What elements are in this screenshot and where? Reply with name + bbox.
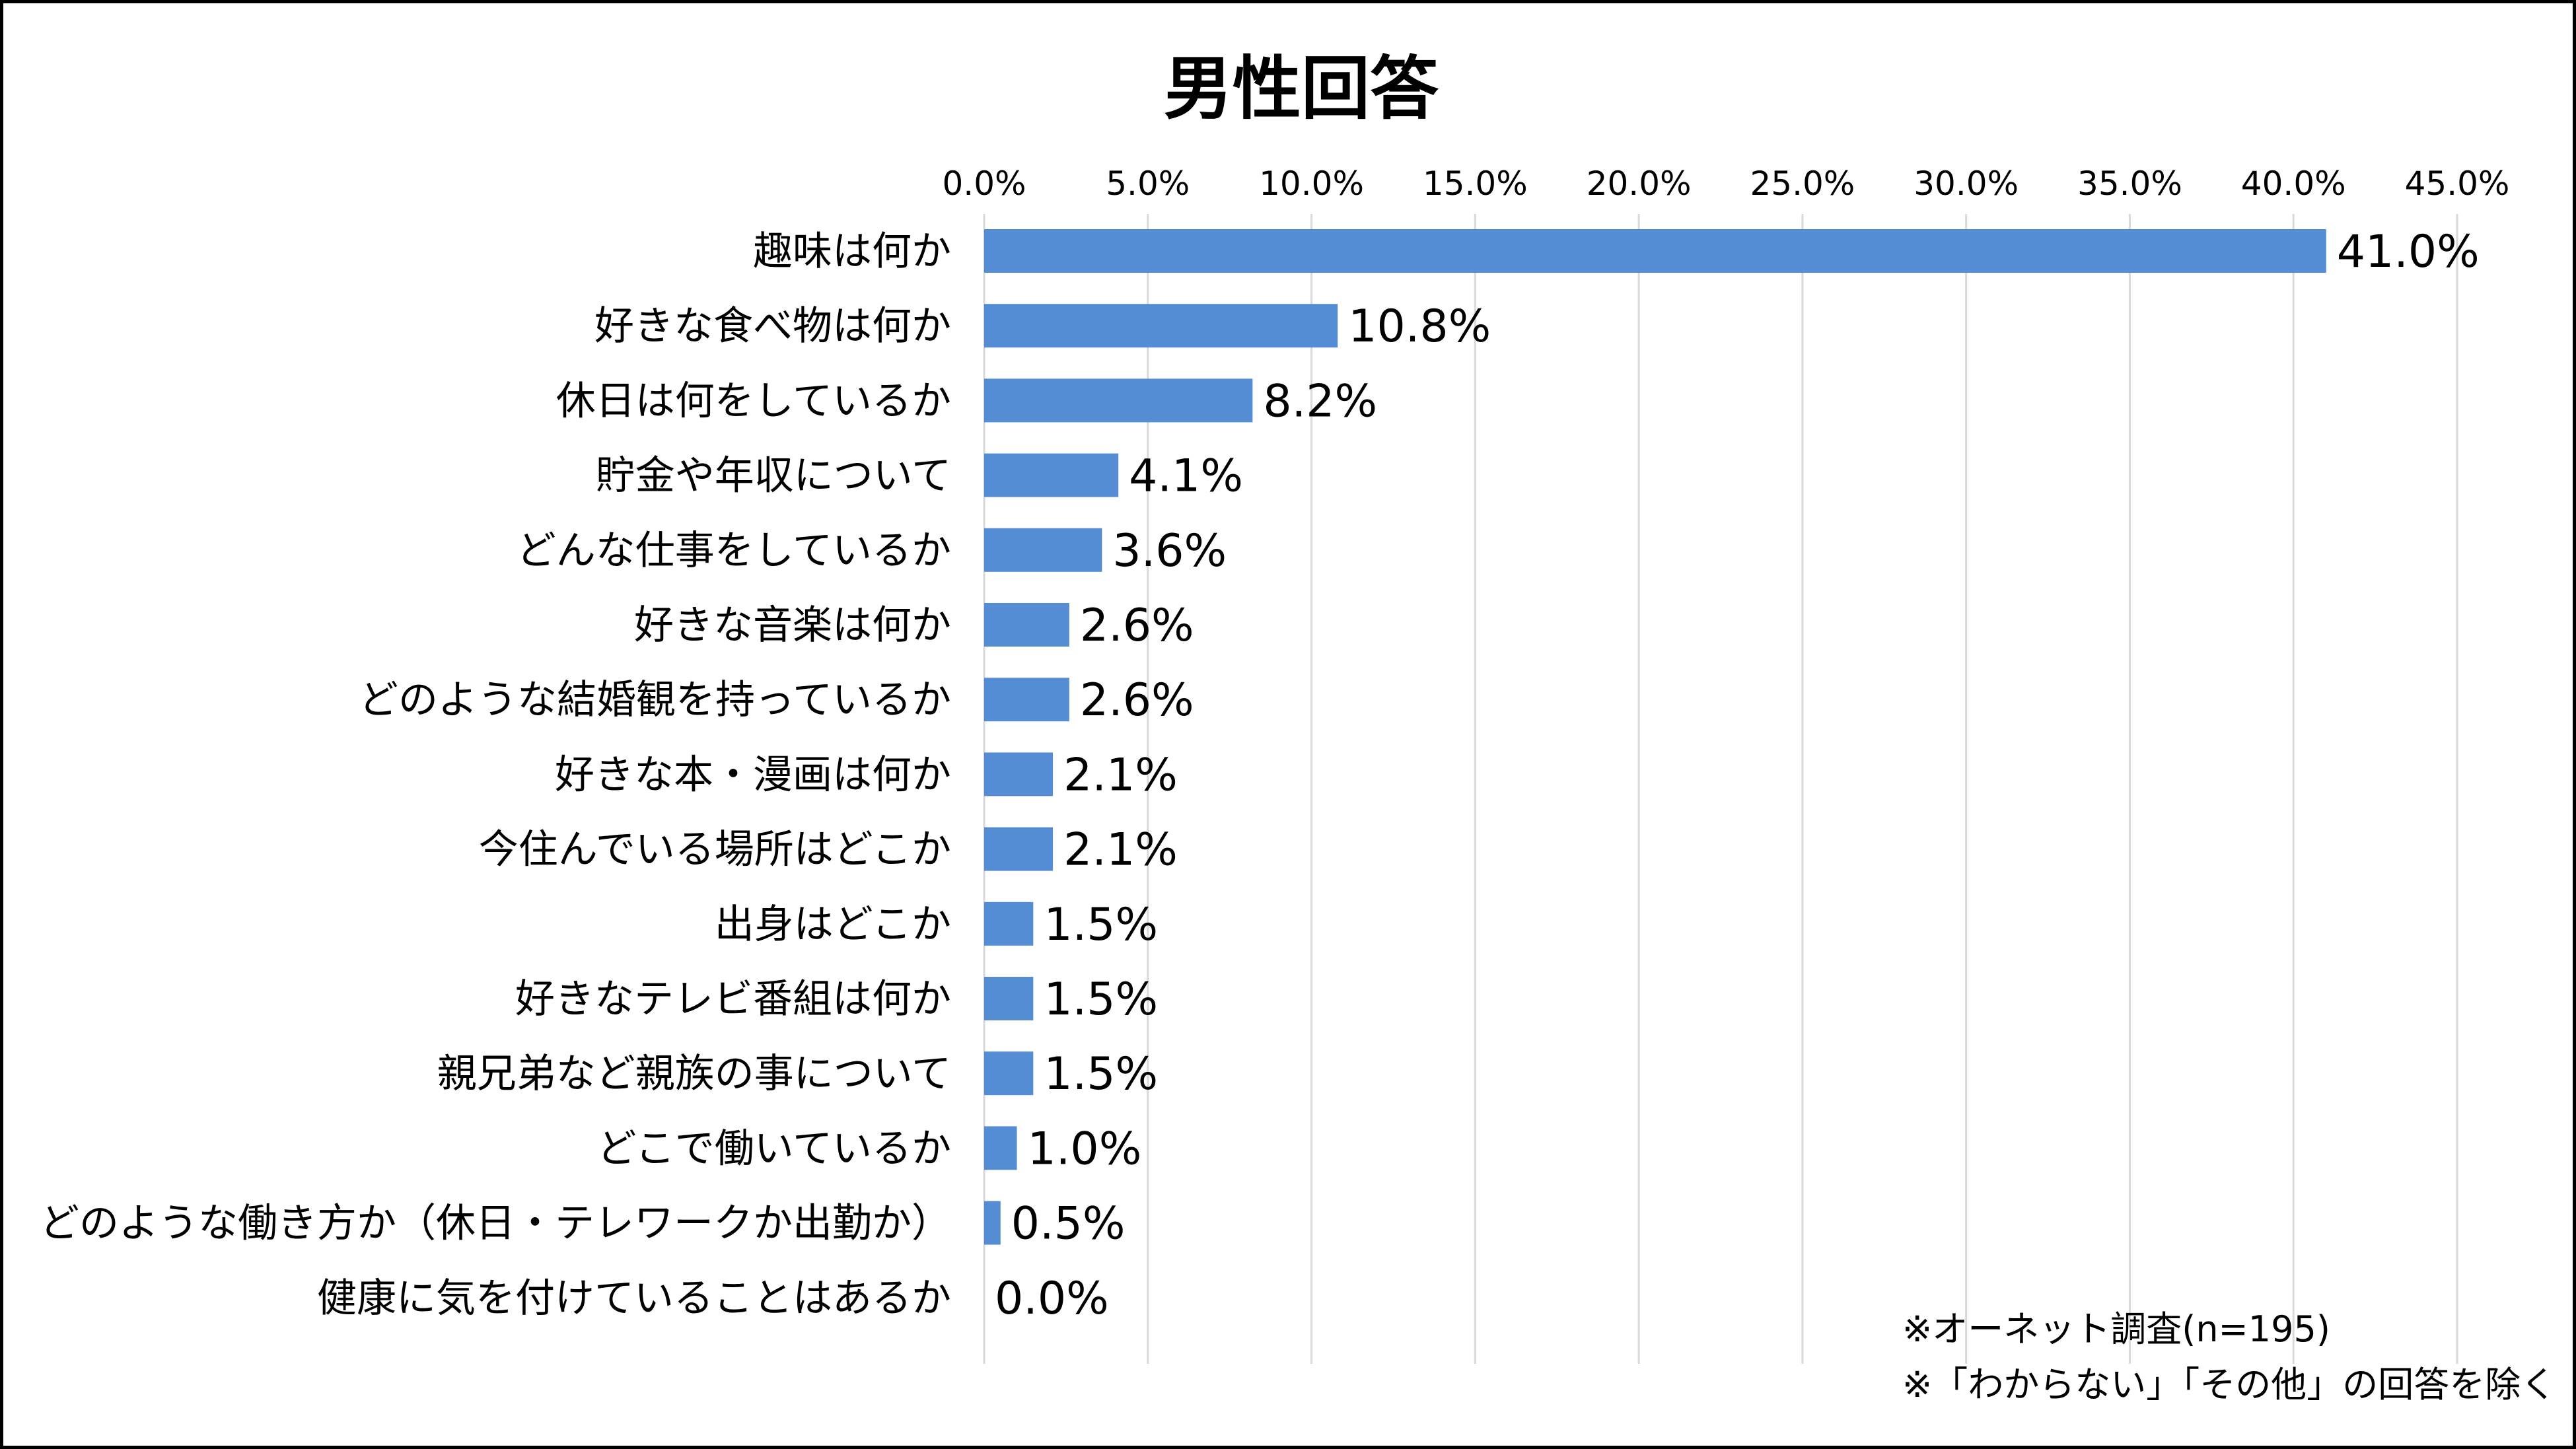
bar [984, 678, 1069, 722]
data-label: 0.0% [995, 1273, 1109, 1325]
x-tick-label: 30.0% [1914, 164, 2019, 203]
bar [984, 901, 1034, 946]
data-label: 8.2% [1263, 375, 1377, 427]
bar [984, 752, 1054, 796]
bar [984, 229, 2326, 273]
bar [984, 977, 1034, 1020]
survey-note: ※オーネット調査(n=195) [1902, 1308, 2330, 1350]
data-label: 10.8% [1348, 300, 1491, 353]
bar [984, 1051, 1034, 1096]
x-axis-ticks: 0.0% 5.0% 10.0% 15.0% 20.0% 25.0% 30.0% 35.0% 40… [942, 164, 2509, 203]
exclusion-note: ※「わからない」「その他」の回答を除く [1902, 1364, 2556, 1405]
category-label: 好きな本・漫画は何か [555, 752, 951, 798]
bar [984, 378, 1253, 423]
category-labels: 趣味は何か好きな食べ物は何か休日は何をしているか貯金や年収についてどんな仕事をし… [40, 229, 951, 1322]
data-label: 2.6% [1080, 674, 1194, 726]
chart-title: 男性回答 [1164, 48, 1439, 129]
category-label: どこで働いているか [597, 1125, 951, 1172]
data-label: 4.1% [1129, 450, 1243, 503]
data-label: 1.5% [1044, 899, 1158, 951]
x-tick-label: 10.0% [1259, 164, 1364, 203]
data-label: 1.5% [1044, 973, 1158, 1026]
value-labels: 41.0% 10.8% 8.2% 4.1% 3.6% 2.6% 2.6% 2.1% 2.1% 1.… [995, 226, 2480, 1325]
category-label: 好きな食べ物は何か [594, 303, 951, 349]
x-tick-label: 20.0% [1587, 164, 1692, 203]
data-label: 2.1% [1063, 749, 1178, 801]
category-label: 健康に気を付けていることはあるか [317, 1275, 951, 1322]
category-label: どのような働き方か（休日・テレワークか出勤か） [40, 1201, 951, 1247]
data-label: 2.6% [1080, 600, 1194, 652]
data-label: 1.5% [1044, 1048, 1158, 1100]
category-label: 貯金や年収について [596, 453, 951, 499]
x-tick-label: 0.0% [942, 164, 1026, 203]
data-label: 3.6% [1112, 525, 1227, 577]
data-label: 2.1% [1063, 824, 1178, 876]
x-tick-label: 35.0% [2077, 164, 2182, 203]
bar [984, 453, 1119, 497]
data-label: 0.5% [1011, 1198, 1126, 1250]
bar [984, 827, 1054, 871]
x-tick-label: 15.0% [1423, 164, 1528, 203]
bars [984, 229, 2326, 1245]
category-label: 出身はどこか [715, 901, 951, 948]
bar [984, 528, 1102, 572]
category-label: どのような結婚観を持っているか [359, 677, 951, 723]
category-label: 親兄弟など親族の事について [437, 1051, 951, 1097]
x-tick-label: 40.0% [2241, 164, 2346, 203]
category-label: どんな仕事をしているか [517, 528, 951, 574]
category-label: 好きな音楽は何か [634, 602, 951, 649]
bar [984, 1126, 1017, 1170]
bar-chart: 男性回答 0.0% 5.0% 10.0% 15.0% 20.0% 25.0% 30.0% 35… [40, 48, 2556, 1405]
x-tick-label: 45.0% [2405, 164, 2510, 203]
category-label: 趣味は何か [753, 229, 951, 275]
category-label: 休日は何をしているか [556, 378, 951, 424]
data-label: 1.0% [1028, 1123, 1142, 1175]
category-label: 好きなテレビ番組は何か [515, 976, 951, 1022]
bar [984, 1201, 1001, 1245]
x-tick-label: 25.0% [1750, 164, 1855, 203]
x-tick-label: 5.0% [1106, 164, 1190, 203]
bar [984, 603, 1069, 647]
data-label: 41.0% [2337, 226, 2480, 278]
category-label: 今住んでいる場所はどこか [479, 827, 951, 873]
bar [984, 304, 1338, 348]
